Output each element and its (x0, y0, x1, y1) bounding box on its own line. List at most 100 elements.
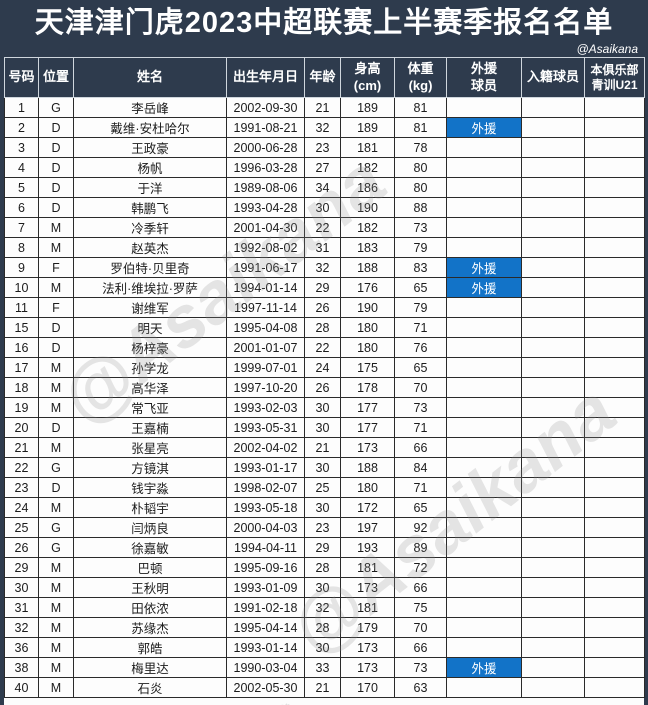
cell-naturalized (521, 237, 585, 258)
footer-credit-text: @Asaikana (296, 703, 375, 705)
table-row: 3 D 王政豪 2000-06-28 23 181 78 (4, 137, 645, 158)
cell-no: 21 (4, 437, 39, 458)
table-row: 36 M 郭皓 1993-01-14 30 173 66 (4, 637, 645, 658)
cell-weight: 66 (394, 577, 447, 598)
cell-dob: 1991-02-18 (226, 597, 305, 618)
author-credit: @Asaikana (576, 41, 638, 56)
cell-youth (584, 197, 645, 218)
table-row: 31 M 田依浓 1991-02-18 32 181 75 (4, 597, 645, 618)
cell-pos: M (38, 357, 74, 378)
cell-weight: 79 (394, 297, 447, 318)
cell-height: 181 (340, 137, 395, 158)
table-row: 38 M 梅里达 1990-03-04 33 173 73 外援 (4, 657, 645, 678)
cell-youth (584, 637, 645, 658)
cell-pos: D (38, 317, 74, 338)
cell-age: 28 (304, 617, 341, 638)
cell-height: 180 (340, 477, 395, 498)
cell-age: 21 (304, 437, 341, 458)
cell-age: 26 (304, 377, 341, 398)
player-table-body: 1 G 李岳峰 2002-09-30 21 189 81 2 D 戴维·安杜哈尔 1991-08-2… (4, 97, 645, 698)
cell-naturalized (521, 337, 585, 358)
cell-naturalized (521, 617, 585, 638)
cell-weight: 89 (394, 537, 447, 558)
col-header-age: 年龄 (304, 57, 341, 98)
footer-watermark: @Asaikana (4, 698, 644, 705)
cell-age: 29 (304, 537, 341, 558)
cell-foreign (446, 677, 522, 698)
cell-weight: 92 (394, 517, 447, 538)
cell-height: 179 (340, 617, 395, 638)
cell-naturalized (521, 597, 585, 618)
player-table: 号码 位置 姓名 出生年月日 年龄 身高 (cm) 体重 (kg) 外援 球员 入籍球… (4, 57, 645, 698)
cell-age: 26 (304, 297, 341, 318)
cell-height: 193 (340, 537, 395, 558)
cell-foreign (446, 437, 522, 458)
cell-name: 李岳峰 (73, 97, 227, 118)
cell-pos: M (38, 617, 74, 638)
cell-name: 罗伯特·贝里奇 (73, 257, 227, 278)
cell-height: 180 (340, 337, 395, 358)
cell-youth (584, 317, 645, 338)
cell-no: 30 (4, 577, 39, 598)
col-header-foreign-line1: 外援 (470, 61, 497, 77)
cell-dob: 1993-05-31 (226, 417, 305, 438)
header-row: 号码 位置 姓名 出生年月日 年龄 身高 (cm) 体重 (kg) 外援 球员 入籍球… (4, 57, 645, 98)
cell-height: 188 (340, 457, 395, 478)
cell-youth (584, 357, 645, 378)
cell-naturalized (521, 177, 585, 198)
cell-name: 苏缘杰 (73, 617, 227, 638)
cell-name: 梅里达 (73, 657, 227, 678)
col-header-height-label: 身高 (354, 61, 381, 77)
table-header: 号码 位置 姓名 出生年月日 年龄 身高 (cm) 体重 (kg) 外援 球员 入籍球… (4, 57, 645, 98)
cell-no: 40 (4, 677, 39, 698)
cell-age: 30 (304, 577, 341, 598)
cell-height: 177 (340, 417, 395, 438)
cell-age: 30 (304, 417, 341, 438)
cell-youth (584, 497, 645, 518)
cell-foreign (446, 137, 522, 158)
cell-youth (584, 477, 645, 498)
cell-youth (584, 277, 645, 298)
cell-youth (584, 217, 645, 238)
col-header-youth-line2: 青训U21 (591, 77, 638, 92)
table-row: 25 G 闫炳良 2000-04-03 23 197 92 (4, 517, 645, 538)
cell-age: 25 (304, 477, 341, 498)
cell-youth (584, 417, 645, 438)
cell-no: 6 (4, 197, 39, 218)
cell-youth (584, 577, 645, 598)
title-bar: 天津津门虎2023中超联赛上半赛季报名名单 (4, 0, 644, 40)
cell-pos: F (38, 257, 74, 278)
cell-no: 3 (4, 137, 39, 158)
table-row: 21 M 张星亮 2002-04-02 21 173 66 (4, 437, 645, 458)
cell-height: 182 (340, 157, 395, 178)
cell-foreign (446, 457, 522, 478)
cell-weight: 81 (394, 97, 447, 118)
cell-height: 189 (340, 97, 395, 118)
col-header-foreign: 外援 球员 (446, 57, 522, 98)
cell-dob: 1993-01-17 (226, 457, 305, 478)
cell-no: 10 (4, 277, 39, 298)
cell-weight: 83 (394, 257, 447, 278)
cell-foreign (446, 477, 522, 498)
cell-height: 176 (340, 277, 395, 298)
foreign-player-badge: 外援 (446, 257, 522, 278)
cell-naturalized (521, 417, 585, 438)
col-header-naturalized: 入籍球员 (521, 57, 585, 98)
cell-pos: M (38, 377, 74, 398)
col-header-height-unit: (cm) (353, 77, 382, 93)
cell-age: 30 (304, 197, 341, 218)
cell-height: 173 (340, 437, 395, 458)
cell-naturalized (521, 497, 585, 518)
cell-foreign (446, 157, 522, 178)
table-row: 4 D 杨帆 1996-03-28 27 182 80 (4, 157, 645, 178)
cell-name: 方镜淇 (73, 457, 227, 478)
cell-youth (584, 537, 645, 558)
cell-name: 戴维·安杜哈尔 (73, 117, 227, 138)
cell-age: 24 (304, 357, 341, 378)
cell-dob: 1997-10-20 (226, 377, 305, 398)
cell-age: 23 (304, 137, 341, 158)
cell-pos: G (38, 457, 74, 478)
table-row: 20 D 王嘉楠 1993-05-31 30 177 71 (4, 417, 645, 438)
cell-weight: 71 (394, 317, 447, 338)
